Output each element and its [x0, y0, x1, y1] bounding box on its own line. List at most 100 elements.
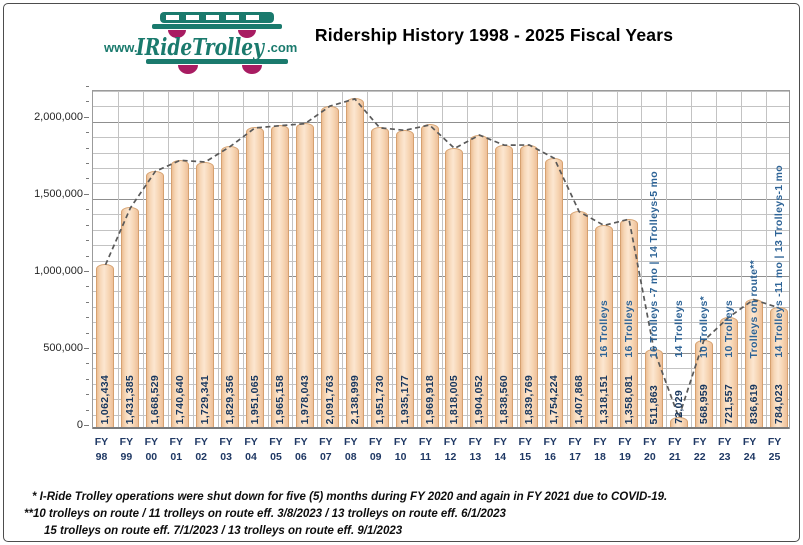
y-tick-mark [84, 425, 89, 426]
bar-value-label: 1,904,052 [473, 374, 486, 424]
x-tick-label: FY 05 [269, 436, 283, 463]
gridline-vertical [442, 91, 443, 428]
y-tick-label: 0 [76, 419, 83, 431]
y-tick-mark [86, 209, 89, 211]
bar-value-label: 1,668,529 [149, 374, 162, 424]
bar-value-label: 784,023 [772, 383, 785, 424]
bar-value-label: 1,318,151 [598, 374, 611, 424]
y-tick-mark [84, 193, 89, 195]
y-tick-mark [86, 101, 89, 103]
x-tick-label: FY 04 [244, 436, 258, 463]
y-tick-mark [86, 363, 89, 365]
y-tick-mark [86, 224, 89, 226]
logo-name-text: IRideTrolley [135, 34, 265, 61]
gridline-vertical [317, 91, 319, 428]
x-tick-label: FY 17 [568, 436, 582, 463]
x-tick-label: FY 19 [618, 436, 632, 463]
gridline-vertical [117, 91, 119, 428]
gridline-horizontal [93, 106, 789, 108]
bar-value-label: 1,358,081 [622, 374, 635, 424]
footnote-line: * I-Ride Trolley operations were shut do… [32, 491, 668, 503]
gridline-vertical [541, 91, 543, 428]
y-tick-mark [86, 286, 89, 288]
trolley-count-annotation: 14 Trolleys -11 mo | 13 Trolleys-1 mo [772, 165, 785, 358]
y-tick-mark [84, 347, 89, 349]
gridline-horizontal [93, 152, 789, 154]
x-tick-label: FY 01 [169, 436, 183, 463]
x-tick-label: FY 24 [742, 436, 757, 463]
x-tick-label: FY 10 [393, 436, 408, 463]
x-tick-label: FY 12 [443, 436, 458, 463]
bar-value-label: 1,754,224 [548, 374, 561, 424]
gridline-vertical [641, 91, 643, 428]
bar-value-label: 1,729,341 [199, 374, 212, 424]
trolley-count-annotation: 16 Trolleys [598, 300, 611, 358]
y-tick-mark [86, 332, 89, 334]
gridline-vertical [616, 91, 618, 428]
bar-value-label: 72,029 [672, 390, 685, 424]
x-tick-label: FY 03 [219, 436, 233, 463]
bar-value-label: 1,062,434 [99, 374, 112, 424]
gridline-vertical [691, 91, 693, 428]
iride-trolley-logo: www. IRideTrolley .com [102, 10, 302, 78]
x-tick-label: FY 13 [468, 436, 483, 463]
y-tick-mark [86, 255, 89, 257]
footnote-line: 15 trolleys on route eff. 7/1/2023 / 13 … [44, 525, 403, 537]
x-tick-label: FY 14 [493, 436, 508, 463]
y-tick-mark [84, 116, 89, 118]
y-tick-label: 1,000,000 [34, 264, 83, 277]
y-tick-mark [86, 178, 89, 180]
bar-value-label: 1,951,065 [249, 374, 262, 424]
bar-value-label: 1,818,005 [448, 374, 461, 424]
trolley-wheel [178, 65, 198, 74]
trolley-count-annotation: 14 Trolleys [672, 300, 685, 358]
x-tick-label: FY 23 [717, 436, 732, 463]
bar-value-label: 1,431,385 [124, 374, 137, 424]
y-tick-mark [86, 409, 89, 411]
logo-com-text: .com [267, 40, 297, 55]
gridline-horizontal [93, 121, 789, 123]
gridline-vertical [516, 91, 518, 428]
trolley-count-annotation: Trolleys on route** [747, 259, 760, 358]
bar-value-label: 2,091,763 [323, 374, 336, 424]
x-tick-label: FY 09 [368, 436, 383, 463]
gridline-vertical [766, 91, 768, 428]
x-tick-label: FY 99 [119, 436, 134, 463]
gridline-vertical [167, 91, 169, 428]
bar-value-label: 1,965,158 [273, 374, 286, 424]
gridline-vertical [142, 91, 144, 428]
y-tick-label: 2,000,000 [34, 110, 83, 123]
trolley-count-annotation: 16 Trolleys [622, 300, 635, 358]
x-tick-label: FY 18 [593, 436, 607, 463]
x-tick-label: FY 16 [543, 436, 557, 463]
gridline-vertical [591, 91, 593, 428]
gridline-vertical [666, 91, 668, 428]
x-tick-label: FY 21 [668, 436, 682, 463]
y-tick-mark [86, 378, 89, 380]
x-tick-label: FY 20 [643, 436, 657, 463]
gridline-vertical [392, 91, 394, 428]
trolley-window-accent [168, 30, 186, 38]
y-tick-mark [86, 132, 89, 134]
footnote-line: **10 trolleys on route / 11 trolleys on … [24, 508, 506, 520]
gridline-vertical [292, 91, 294, 428]
gridline-vertical [367, 91, 369, 428]
y-tick-label: 1,500,000 [34, 187, 83, 200]
x-tick-label: FY 11 [418, 436, 433, 463]
x-tick-label: FY 00 [144, 436, 159, 463]
x-tick-label: FY 02 [194, 436, 208, 463]
gridline-vertical [192, 91, 194, 428]
y-tick-mark [86, 394, 89, 396]
gridline-vertical [491, 91, 493, 428]
bar-value-label: 1,935,177 [398, 374, 411, 424]
bar-value-label: 2,138,999 [348, 374, 361, 424]
gridline-vertical [342, 91, 344, 428]
gridline-vertical [466, 91, 468, 428]
bar-value-label: 721,557 [722, 383, 735, 424]
x-tick-label: FY 08 [344, 436, 358, 463]
y-tick-mark [86, 301, 89, 303]
page-border-frame: www. IRideTrolley .com Ridership History… [3, 3, 800, 542]
y-tick-mark [84, 270, 89, 272]
y-tick-mark [86, 163, 89, 165]
